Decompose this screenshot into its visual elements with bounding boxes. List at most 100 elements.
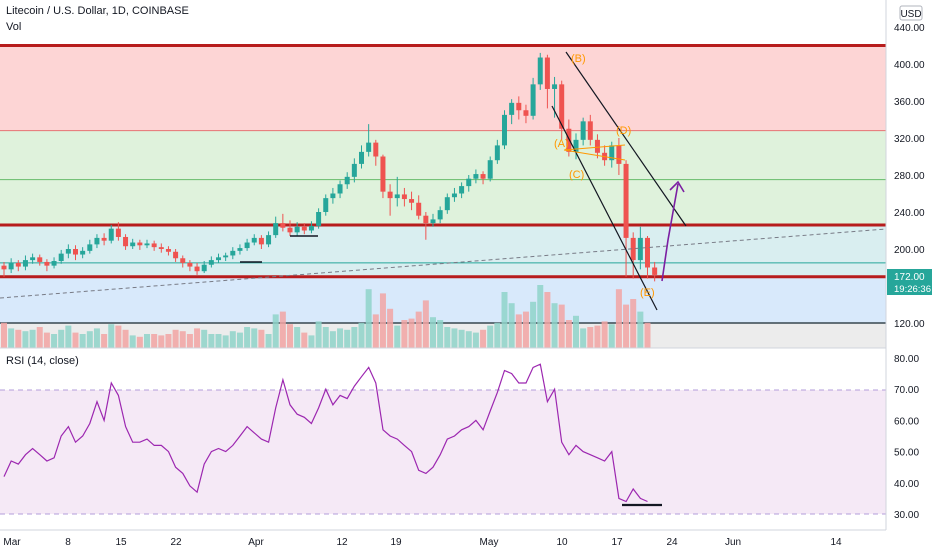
candle-body: [652, 267, 658, 275]
candle-body: [237, 248, 243, 251]
candle: [380, 154, 386, 199]
candle-body: [580, 121, 586, 140]
candle-body: [509, 102, 515, 115]
candle-body: [423, 215, 429, 224]
candle-body: [566, 128, 572, 152]
volume-bar: [451, 328, 458, 348]
candle-body: [230, 250, 236, 256]
volume-bar: [144, 334, 150, 348]
candle-body: [258, 237, 264, 245]
volume-bar: [444, 327, 451, 348]
candle: [194, 262, 200, 275]
candle-body: [123, 236, 129, 247]
volume-bar: [465, 331, 472, 348]
volume-bar: [379, 293, 386, 348]
volume-bar: [472, 332, 479, 348]
volume-bar: [165, 334, 172, 348]
candle-body: [208, 260, 214, 265]
candle: [351, 158, 357, 183]
candle-body: [609, 145, 615, 161]
candle-body: [537, 57, 543, 85]
candle: [523, 104, 529, 124]
currency-badge: [899, 5, 923, 21]
volume-bar: [287, 324, 293, 348]
candle: [637, 226, 643, 270]
triangle-upper-line: [563, 144, 626, 151]
candle: [108, 224, 114, 244]
candle: [480, 171, 486, 185]
candle: [51, 257, 57, 269]
candle: [216, 253, 221, 263]
volume-bar: [36, 327, 43, 348]
candle: [15, 260, 21, 272]
price-tick-label: 280.00: [894, 171, 925, 182]
price-tick-label: 240.00: [894, 208, 925, 219]
candle: [123, 234, 129, 250]
candle: [208, 256, 214, 268]
candle-body: [523, 110, 529, 116]
volume-bar: [101, 334, 108, 348]
time-tick-label: 14: [830, 537, 842, 548]
candle-body: [430, 219, 436, 224]
candle-body: [22, 260, 28, 267]
candle-body: [344, 176, 350, 185]
candle-body: [44, 261, 50, 266]
volume-bar: [194, 328, 201, 348]
time-tick-label: May: [480, 537, 499, 548]
candle: [494, 139, 500, 164]
candle: [544, 54, 550, 109]
volume-bar: [337, 328, 344, 348]
volume-bar: [544, 292, 551, 348]
candle: [173, 249, 179, 262]
current-price-value: 172.00: [894, 272, 925, 283]
candle-body: [480, 174, 486, 179]
candle: [287, 220, 293, 237]
volume-bar: [408, 318, 415, 348]
trend-drawings: [0, 51, 887, 311]
candle-body: [359, 151, 364, 164]
candle: [187, 260, 193, 272]
price-tick-label: 200.00: [894, 245, 925, 256]
candle: [1, 261, 7, 277]
candle: [101, 233, 107, 246]
volume-bar: [329, 331, 336, 348]
rsi-tick-label: 30.00: [894, 510, 919, 521]
volume-bar: [236, 332, 243, 348]
rsi-tick-label: 50.00: [894, 448, 919, 459]
candle: [230, 247, 236, 260]
candle-body: [194, 266, 200, 272]
volume-bar: [8, 328, 15, 348]
candle-body: [8, 262, 14, 270]
candle: [451, 187, 457, 202]
rsi-axis: 80.00 70.00 60.00 50.00 40.00 30.00: [894, 354, 919, 521]
volume-bar: [415, 311, 422, 348]
candle-body: [466, 178, 472, 187]
rsi-tick-label: 40.00: [894, 479, 919, 490]
candle-body: [165, 249, 171, 252]
candle-body: [58, 253, 64, 262]
volume-bar: [601, 321, 608, 348]
band-resistance-zone: [0, 45, 886, 131]
volume-bar: [258, 329, 265, 348]
candle-body: [337, 184, 343, 194]
volume-bar: [229, 331, 236, 348]
volume-bar: [501, 292, 508, 348]
candle: [58, 249, 64, 264]
candle: [516, 96, 522, 120]
volume-bar: [86, 331, 93, 348]
volume-bar: [222, 335, 229, 348]
candle-body: [366, 142, 372, 152]
candle: [130, 238, 136, 249]
volume-bar: [344, 329, 351, 348]
price-zone-bands: [0, 45, 886, 348]
candle-body: [416, 202, 422, 216]
candle: [144, 239, 150, 249]
candle: [652, 261, 658, 282]
volume-bar: [251, 328, 258, 348]
candle-body: [173, 251, 179, 259]
volume-bar: [458, 329, 465, 348]
volume-bar: [394, 325, 401, 348]
candle: [366, 124, 372, 157]
